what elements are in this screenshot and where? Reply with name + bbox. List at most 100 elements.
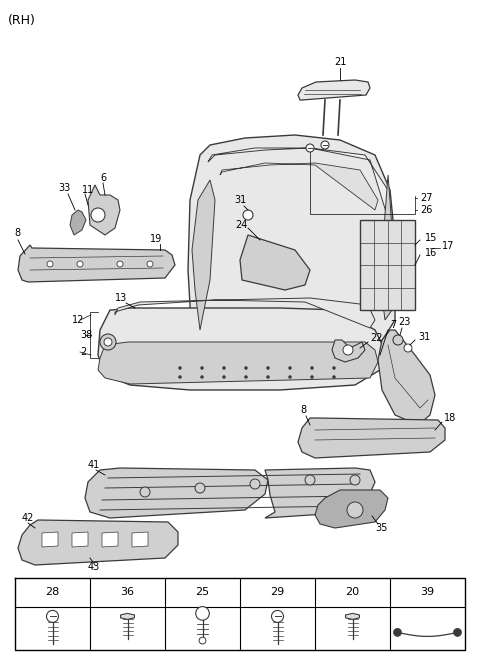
- Circle shape: [288, 367, 291, 369]
- Polygon shape: [115, 298, 375, 328]
- Polygon shape: [315, 490, 388, 528]
- Circle shape: [454, 628, 461, 636]
- Circle shape: [394, 628, 401, 636]
- Circle shape: [179, 367, 181, 369]
- Circle shape: [77, 261, 83, 267]
- Text: (RH): (RH): [8, 14, 36, 27]
- Polygon shape: [132, 532, 148, 547]
- Text: 31: 31: [418, 332, 430, 342]
- Polygon shape: [360, 220, 415, 310]
- Polygon shape: [380, 175, 395, 320]
- Polygon shape: [88, 185, 120, 235]
- Polygon shape: [220, 163, 378, 210]
- Circle shape: [393, 335, 403, 345]
- Text: 16: 16: [425, 248, 437, 258]
- Text: 8: 8: [300, 405, 306, 415]
- Text: 13: 13: [115, 293, 127, 303]
- Circle shape: [201, 375, 204, 379]
- Circle shape: [199, 637, 206, 644]
- Text: 33: 33: [58, 183, 70, 193]
- Text: 43: 43: [88, 562, 100, 572]
- Polygon shape: [18, 520, 178, 565]
- Text: 17: 17: [442, 241, 455, 251]
- Text: 21: 21: [334, 57, 347, 67]
- Circle shape: [288, 375, 291, 379]
- Circle shape: [201, 367, 204, 369]
- Polygon shape: [85, 468, 268, 518]
- Text: 25: 25: [195, 587, 210, 598]
- Text: 38: 38: [80, 330, 92, 340]
- Circle shape: [195, 483, 205, 493]
- Circle shape: [91, 208, 105, 222]
- Circle shape: [321, 141, 329, 149]
- Circle shape: [47, 261, 53, 267]
- Text: 24: 24: [235, 220, 247, 230]
- Polygon shape: [298, 80, 370, 100]
- Circle shape: [343, 345, 353, 355]
- Circle shape: [404, 344, 412, 352]
- Polygon shape: [18, 245, 175, 282]
- Circle shape: [250, 479, 260, 489]
- Circle shape: [104, 338, 112, 346]
- Circle shape: [179, 375, 181, 379]
- Circle shape: [244, 375, 248, 379]
- Polygon shape: [120, 613, 134, 619]
- Circle shape: [243, 210, 253, 220]
- Text: 42: 42: [22, 513, 35, 523]
- Polygon shape: [98, 308, 385, 390]
- Text: 27: 27: [420, 193, 432, 203]
- Circle shape: [272, 610, 284, 623]
- Text: 36: 36: [120, 587, 134, 598]
- Text: 2: 2: [80, 347, 86, 357]
- Text: 7: 7: [390, 320, 396, 330]
- Polygon shape: [102, 532, 118, 547]
- Text: 31: 31: [234, 195, 246, 205]
- Circle shape: [140, 487, 150, 497]
- Circle shape: [196, 607, 209, 620]
- Text: 18: 18: [444, 413, 456, 423]
- Text: 22: 22: [370, 333, 383, 343]
- Polygon shape: [240, 235, 310, 290]
- Circle shape: [347, 502, 363, 518]
- Text: 15: 15: [425, 233, 437, 243]
- Circle shape: [223, 367, 226, 369]
- Polygon shape: [42, 532, 58, 547]
- Text: 41: 41: [88, 460, 100, 470]
- Polygon shape: [70, 210, 86, 235]
- Circle shape: [306, 144, 314, 152]
- Polygon shape: [98, 342, 378, 384]
- Polygon shape: [332, 340, 365, 362]
- Circle shape: [333, 367, 336, 369]
- Text: 35: 35: [375, 523, 387, 533]
- Text: 28: 28: [46, 587, 60, 598]
- Text: 39: 39: [420, 587, 434, 598]
- Circle shape: [311, 375, 313, 379]
- Polygon shape: [192, 180, 215, 330]
- Circle shape: [333, 375, 336, 379]
- Text: 19: 19: [150, 234, 162, 244]
- Polygon shape: [346, 613, 360, 619]
- Circle shape: [305, 475, 315, 485]
- Text: 29: 29: [270, 587, 285, 598]
- Circle shape: [266, 375, 269, 379]
- Text: 23: 23: [398, 317, 410, 327]
- Text: 8: 8: [14, 228, 20, 238]
- Polygon shape: [298, 418, 445, 458]
- Text: 11: 11: [82, 185, 94, 195]
- Text: 6: 6: [100, 173, 106, 183]
- Circle shape: [117, 261, 123, 267]
- Circle shape: [100, 334, 116, 350]
- Circle shape: [311, 367, 313, 369]
- Polygon shape: [265, 468, 375, 518]
- Polygon shape: [72, 532, 88, 547]
- Polygon shape: [378, 330, 435, 425]
- Text: 26: 26: [420, 205, 432, 215]
- Text: 12: 12: [72, 315, 84, 325]
- Circle shape: [266, 367, 269, 369]
- Circle shape: [223, 375, 226, 379]
- Circle shape: [147, 261, 153, 267]
- Circle shape: [350, 475, 360, 485]
- Polygon shape: [188, 135, 395, 375]
- Polygon shape: [208, 148, 390, 225]
- Text: 20: 20: [346, 587, 360, 598]
